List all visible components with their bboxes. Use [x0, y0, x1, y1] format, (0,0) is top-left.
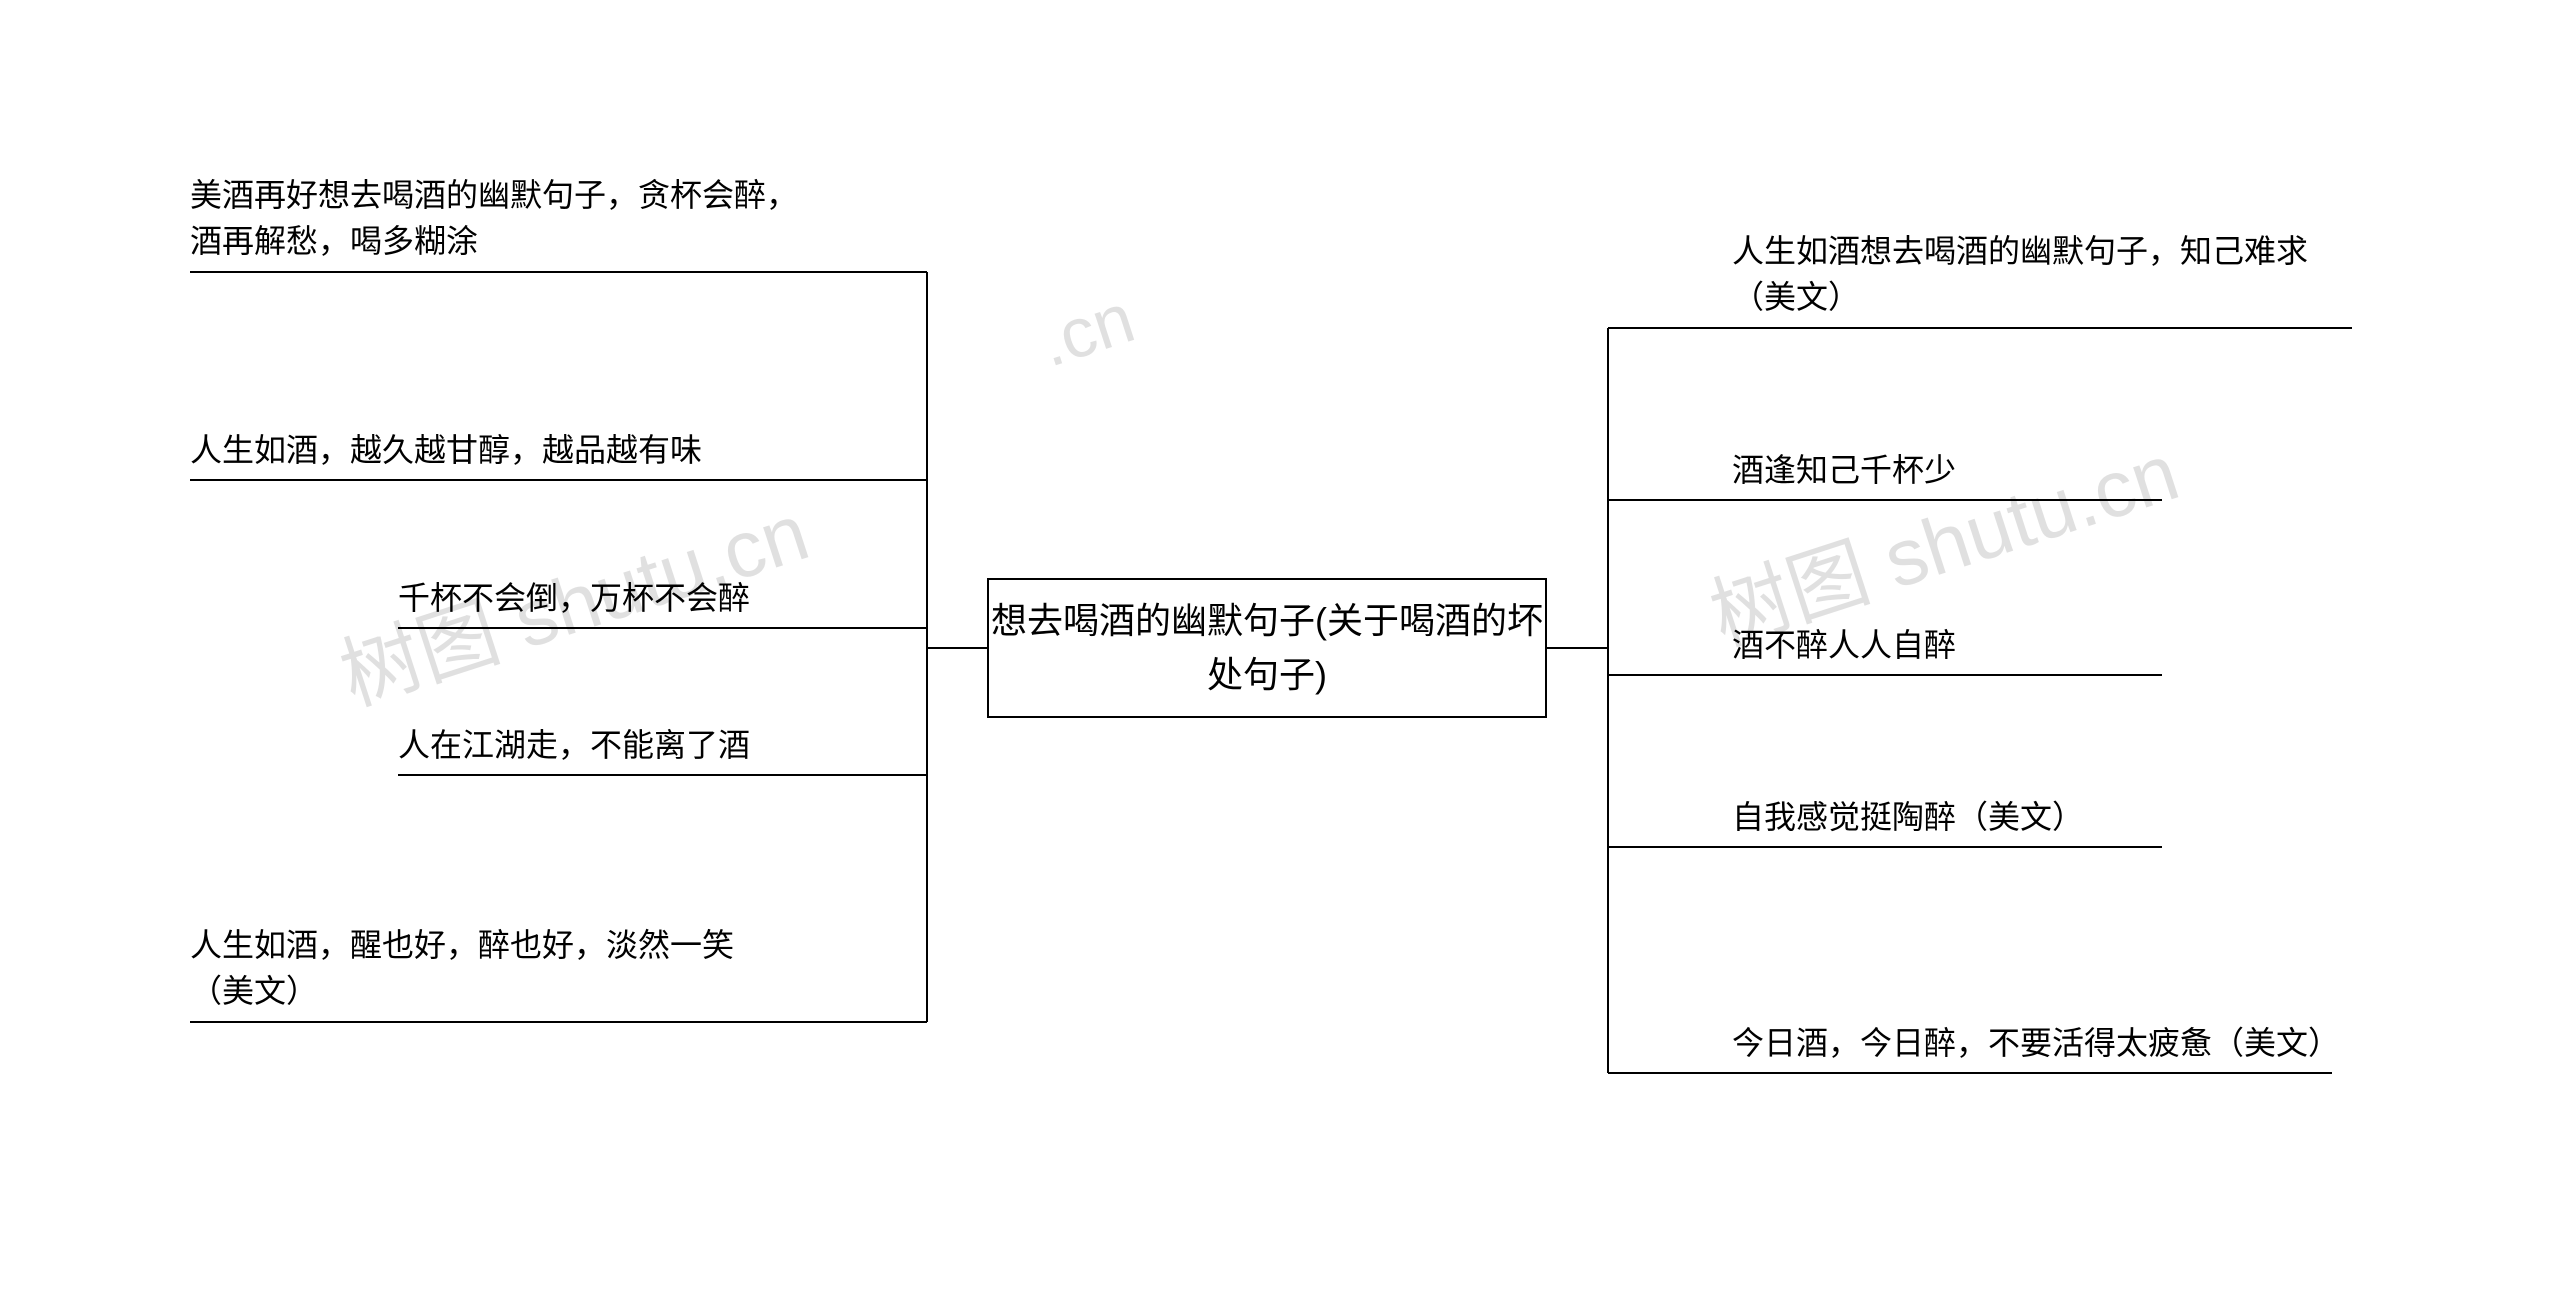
- right-branch-node[interactable]: 今日酒，今日醉，不要活得太疲惫（美文）: [1732, 1020, 2332, 1072]
- branch-label: 酒不醉人人自醉: [1732, 627, 1956, 663]
- right-branch-node[interactable]: 酒不醉人人自醉: [1732, 622, 2162, 674]
- branch-label: 人生如酒想去喝酒的幽默句子，知己难求（美文）: [1732, 233, 2308, 315]
- right-branch-node[interactable]: 人生如酒想去喝酒的幽默句子，知己难求（美文）: [1732, 228, 2352, 327]
- left-branch-node[interactable]: 人生如酒，醒也好，醉也好，淡然一笑（美文）: [190, 922, 790, 1021]
- branch-label: 人在江湖走，不能离了酒: [398, 727, 750, 763]
- right-branch-node[interactable]: 酒逢知己千杯少: [1732, 447, 2162, 499]
- left-branch-node[interactable]: 美酒再好想去喝酒的幽默句子，贪杯会醉， 酒再解愁，喝多糊涂: [190, 172, 820, 271]
- branch-label: 自我感觉挺陶醉（美文）: [1732, 799, 2084, 835]
- mindmap-canvas: 想去喝酒的幽默句子(关于喝酒的坏处句子) 美酒再好想去喝酒的幽默句子，贪杯会醉， …: [0, 0, 2560, 1297]
- branch-label: 人生如酒，醒也好，醉也好，淡然一笑（美文）: [190, 927, 734, 1009]
- branch-label: 今日酒，今日醉，不要活得太疲惫（美文）: [1732, 1025, 2340, 1061]
- left-branch-node[interactable]: 人在江湖走，不能离了酒: [398, 722, 788, 774]
- right-branch-node[interactable]: 自我感觉挺陶醉（美文）: [1732, 794, 2162, 846]
- left-branch-node[interactable]: 人生如酒，越久越甘醇，越品越有味: [190, 427, 785, 479]
- center-node-label: 想去喝酒的幽默句子(关于喝酒的坏处句子): [989, 594, 1545, 702]
- branch-label: 美酒再好想去喝酒的幽默句子，贪杯会醉， 酒再解愁，喝多糊涂: [190, 177, 798, 259]
- branch-label: 酒逢知己千杯少: [1732, 452, 1956, 488]
- branch-label: 人生如酒，越久越甘醇，越品越有味: [190, 432, 702, 468]
- left-branch-node[interactable]: 千杯不会倒，万杯不会醉: [398, 575, 788, 627]
- center-node[interactable]: 想去喝酒的幽默句子(关于喝酒的坏处句子): [987, 578, 1547, 718]
- branch-label: 千杯不会倒，万杯不会醉: [398, 580, 750, 616]
